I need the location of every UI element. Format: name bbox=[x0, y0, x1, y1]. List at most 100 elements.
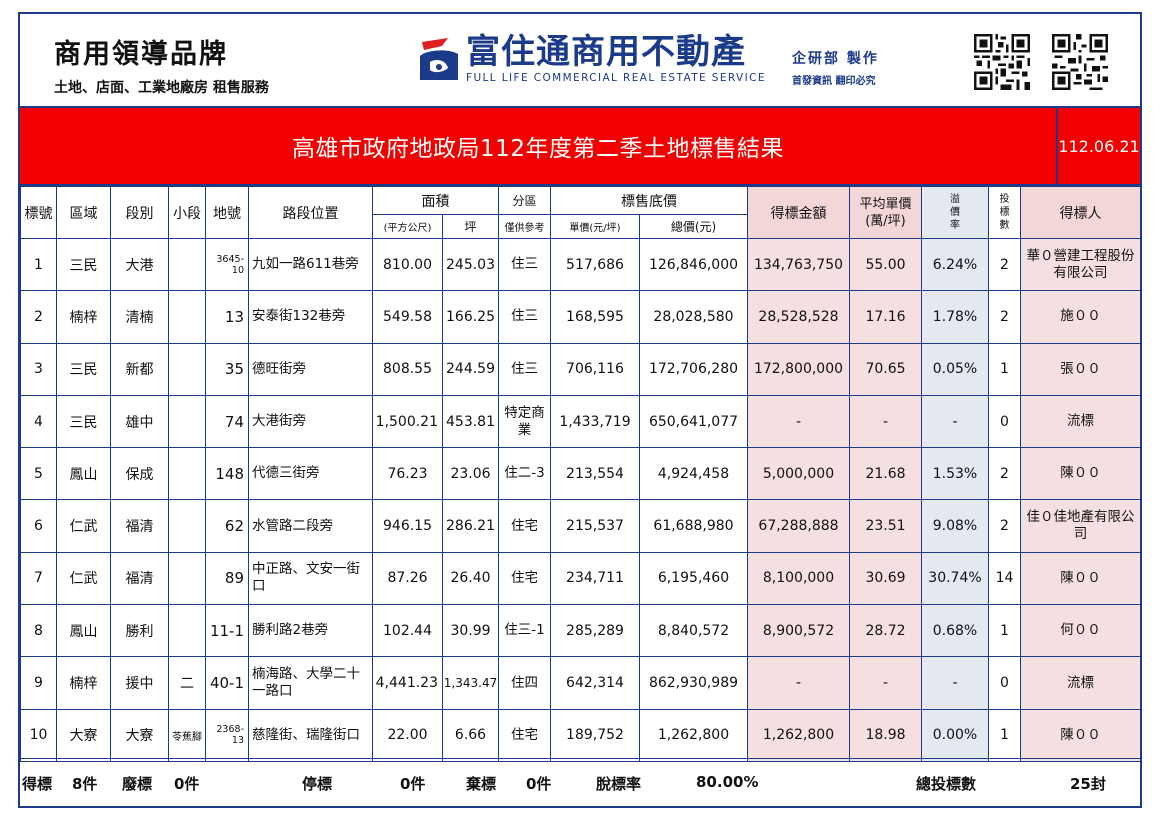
cell-section: 大寮 bbox=[110, 708, 169, 762]
cell-no: 3 bbox=[20, 342, 57, 396]
cell-bids: 2 bbox=[988, 290, 1021, 344]
summary-footer: 得標 8件 廢標 0件 停標 0件 棄標 0件 脫標率 80.00% 總投標數 … bbox=[20, 758, 1140, 806]
cell-unit-price: 517,686 bbox=[550, 237, 640, 292]
cell-premium: 1.78% bbox=[921, 290, 989, 344]
cell-total-price: 126,846,000 bbox=[639, 237, 748, 292]
bids-char: 標 bbox=[999, 207, 1010, 218]
cell-no: 8 bbox=[20, 604, 57, 658]
stopped-label: 停標 bbox=[302, 775, 333, 793]
cell-winning: 134,763,750 bbox=[747, 237, 850, 292]
brand-name-en: FULL LIFE COMMERCIAL REAL ESTATE SERVICE bbox=[466, 72, 766, 84]
cell-total-price: 61,688,980 bbox=[639, 499, 748, 553]
cell-area-m2: 1,500.21 bbox=[372, 394, 443, 449]
cell-avg: 30.69 bbox=[849, 551, 922, 606]
cell-premium: - bbox=[921, 656, 989, 710]
cell-premium: 1.53% bbox=[921, 447, 989, 501]
total-bids-label: 總投標數 bbox=[916, 775, 977, 793]
won-value: 8件 bbox=[72, 775, 98, 793]
cell-winner: 流標 bbox=[1020, 394, 1141, 449]
cell-avg: 70.65 bbox=[849, 342, 922, 396]
cell-unit-price: 706,116 bbox=[550, 342, 640, 396]
cell-subsection bbox=[168, 604, 206, 658]
cell-unit-price: 189,752 bbox=[550, 708, 640, 762]
qr-code-icon[interactable] bbox=[974, 34, 1030, 90]
col-header-area: 面積 bbox=[372, 186, 499, 215]
table-subheader-row: (平方公尺) 坪 僅供參考 單價(元/坪) 總價(元) bbox=[21, 214, 1141, 239]
abandoned-value: 0件 bbox=[526, 775, 552, 793]
cell-area-ping: 1,343.47 bbox=[442, 656, 499, 710]
cell-area-ping: 166.25 bbox=[442, 290, 499, 344]
cell-avg: 23.51 bbox=[849, 499, 922, 553]
col-header-area-ping: 坪 bbox=[442, 214, 499, 239]
cell-bids: 0 bbox=[988, 656, 1021, 710]
cell-location: 中正路、文安一街口 bbox=[248, 551, 373, 606]
title-bar: 高雄市政府地政局112年度第二季土地標售結果 112.06.21 bbox=[20, 106, 1140, 186]
cell-bids: 14 bbox=[988, 551, 1021, 606]
cell-winning: 172,800,000 bbox=[747, 342, 850, 396]
void-label: 廢標 bbox=[122, 775, 153, 793]
table-row: 5 鳳山 保成 148 代德三街旁 76.23 23.06 住二-3 213,554 4,924,… bbox=[20, 447, 1141, 501]
cell-no: 2 bbox=[20, 290, 57, 344]
cell-winner: 張００ bbox=[1020, 342, 1141, 396]
cell-district: 楠梓 bbox=[56, 656, 111, 710]
cell-lot: 148 bbox=[205, 447, 249, 501]
cell-location: 安泰街132巷旁 bbox=[248, 290, 373, 344]
col-header-winner: 得標人 bbox=[1020, 186, 1141, 239]
cell-location: 代德三街旁 bbox=[248, 447, 373, 501]
results-table: 標號 區域 段別 小段 地號 路段位置 面積 分區 標售底價 得標金額 平均單價… bbox=[20, 186, 1141, 762]
qr-code-icon[interactable] bbox=[1052, 34, 1108, 90]
bids-char: 數 bbox=[999, 220, 1010, 231]
col-header-base-price: 標售底價 bbox=[550, 186, 748, 215]
cell-bids: 2 bbox=[988, 499, 1021, 553]
cell-area-m2: 810.00 bbox=[372, 237, 443, 292]
table-header-row: 標號 區域 段別 小段 地號 路段位置 面積 分區 標售底價 得標金額 平均單價… bbox=[20, 186, 1141, 239]
cell-unit-price: 234,711 bbox=[550, 551, 640, 606]
cell-unit-price: 285,289 bbox=[550, 604, 640, 658]
cell-subsection bbox=[168, 394, 206, 449]
cell-total-price: 1,262,800 bbox=[639, 708, 748, 762]
cell-bids: 2 bbox=[988, 237, 1021, 292]
cell-avg: - bbox=[849, 394, 922, 449]
cell-area-m2: 22.00 bbox=[372, 708, 443, 762]
cell-subsection: 二 bbox=[168, 656, 206, 710]
cell-area-ping: 26.40 bbox=[442, 551, 499, 606]
cell-lot: 89 bbox=[205, 551, 249, 606]
cell-winner: 陳００ bbox=[1020, 551, 1141, 606]
report-date: 112.06.21 bbox=[1056, 108, 1140, 184]
stopped-value: 0件 bbox=[400, 775, 426, 793]
cell-zone: 住宅 bbox=[498, 551, 551, 606]
cell-no: 5 bbox=[20, 447, 57, 501]
cell-winning: 28,528,528 bbox=[747, 290, 850, 344]
cell-bids: 1 bbox=[988, 708, 1021, 762]
cell-premium: - bbox=[921, 394, 989, 449]
cell-area-m2: 4,441.23 bbox=[372, 656, 443, 710]
cell-lot: 2368-13 bbox=[205, 708, 249, 762]
premium-rate-char: 價 bbox=[950, 207, 960, 218]
cell-winner: 華０營建工程股份有限公司 bbox=[1020, 237, 1141, 292]
col-header-avg-unit: 平均單價 (萬/坪) bbox=[849, 186, 922, 239]
col-header-lot: 地號 bbox=[205, 186, 249, 239]
cell-winner: 陳００ bbox=[1020, 708, 1141, 762]
header: 商用領導品牌 土地、店面、工業地廠房 租售服務 富住通商用不動產 FULL LI… bbox=[20, 14, 1140, 106]
cell-bids: 0 bbox=[988, 394, 1021, 449]
cell-section: 援中 bbox=[110, 656, 169, 710]
cell-lot: 11-1 bbox=[205, 604, 249, 658]
cell-winning: 67,288,888 bbox=[747, 499, 850, 553]
cell-premium: 0.00% bbox=[921, 708, 989, 762]
bids-char: 投 bbox=[999, 194, 1010, 205]
cell-location: 慈隆街、瑞隆街口 bbox=[248, 708, 373, 762]
cell-winner: 何００ bbox=[1020, 604, 1141, 658]
cell-avg: 17.16 bbox=[849, 290, 922, 344]
department-credit: 企研部 製作 首發資訊 翻印必究 bbox=[792, 48, 879, 87]
table-row: 6 仁武 福清 62 水管路二段旁 946.15 286.21 住宅 215,537 61,688… bbox=[20, 499, 1141, 553]
cell-winner: 施００ bbox=[1020, 290, 1141, 344]
cell-section: 福清 bbox=[110, 551, 169, 606]
cell-district: 楠梓 bbox=[56, 290, 111, 344]
cell-zone: 住宅 bbox=[498, 499, 551, 553]
table-row: 3 三民 新都 35 德旺街旁 808.55 244.59 住三 706,116 172,706,… bbox=[20, 342, 1141, 396]
cell-total-price: 6,195,460 bbox=[639, 551, 748, 606]
cell-location: 九如一路611巷旁 bbox=[248, 237, 373, 292]
cell-area-ping: 453.81 bbox=[442, 394, 499, 449]
cell-total-price: 8,840,572 bbox=[639, 604, 748, 658]
cell-area-ping: 23.06 bbox=[442, 447, 499, 501]
